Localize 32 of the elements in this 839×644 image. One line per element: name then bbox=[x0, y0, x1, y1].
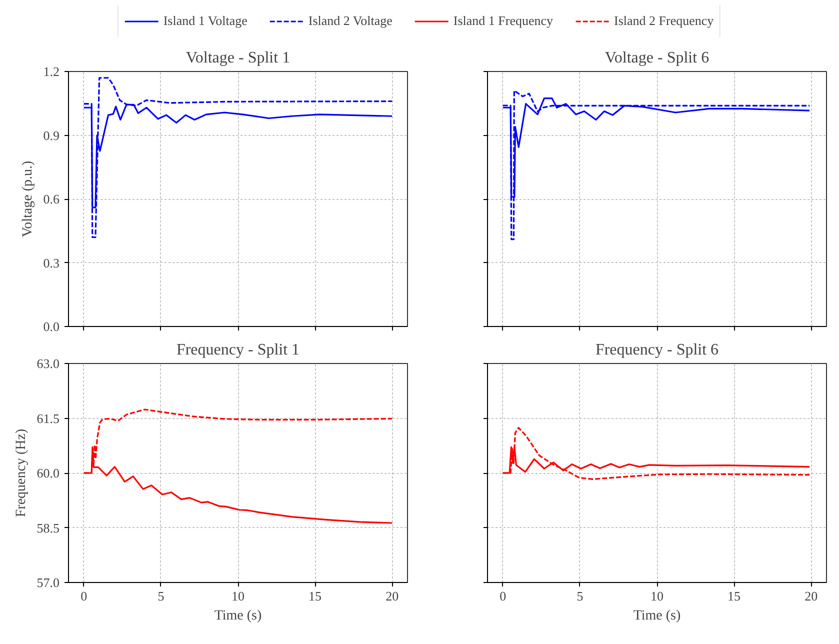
x-tick-label: 10 bbox=[232, 588, 244, 604]
y-tick-label: 57.0 bbox=[36, 575, 60, 590]
y-tick-label: 0.9 bbox=[43, 128, 60, 143]
y-tick-label: 1.2 bbox=[43, 64, 60, 79]
x-tick-label: 5 bbox=[576, 588, 584, 604]
y-tick-label: 63.0 bbox=[36, 356, 60, 371]
x-axis-title: Time (s) bbox=[214, 608, 262, 624]
y-tick-label: 58.5 bbox=[36, 520, 60, 536]
x-tick-label: 0 bbox=[80, 588, 88, 604]
y-tick-label: 61.5 bbox=[36, 410, 60, 426]
chart-title: Frequency - Split 1 bbox=[176, 342, 300, 358]
x-tick-label: 20 bbox=[804, 588, 818, 604]
chart-title: Voltage - Split 6 bbox=[604, 50, 710, 66]
y-tick-label: 0.0 bbox=[43, 319, 60, 334]
y-tick-label: 60.0 bbox=[36, 466, 60, 480]
y-axis-title: Voltage (p.u.) bbox=[20, 160, 36, 238]
chart-title: Frequency - Split 6 bbox=[595, 342, 719, 358]
legend-label: Island 1 Frequency bbox=[453, 13, 554, 29]
legend-label: Island 2 Frequency bbox=[614, 13, 714, 29]
x-tick-label: 15 bbox=[308, 588, 322, 604]
x-tick-label: 15 bbox=[728, 588, 741, 604]
x-axis-title: Time (s) bbox=[633, 608, 681, 624]
x-tick-label: 20 bbox=[386, 588, 399, 604]
x-tick-label: 0 bbox=[500, 588, 506, 604]
x-tick-label: 10 bbox=[650, 588, 664, 604]
chart-title: Voltage - Split 1 bbox=[186, 50, 290, 66]
legend-label: Island 2 Voltage bbox=[308, 13, 392, 29]
y-tick-label: 0.6 bbox=[43, 192, 60, 206]
y-axis-title: Frequency (Hz) bbox=[14, 428, 29, 518]
legend-label: Island 1 Voltage bbox=[163, 13, 248, 29]
x-tick-label: 5 bbox=[158, 588, 164, 604]
y-tick-label: 0.3 bbox=[43, 255, 60, 270]
